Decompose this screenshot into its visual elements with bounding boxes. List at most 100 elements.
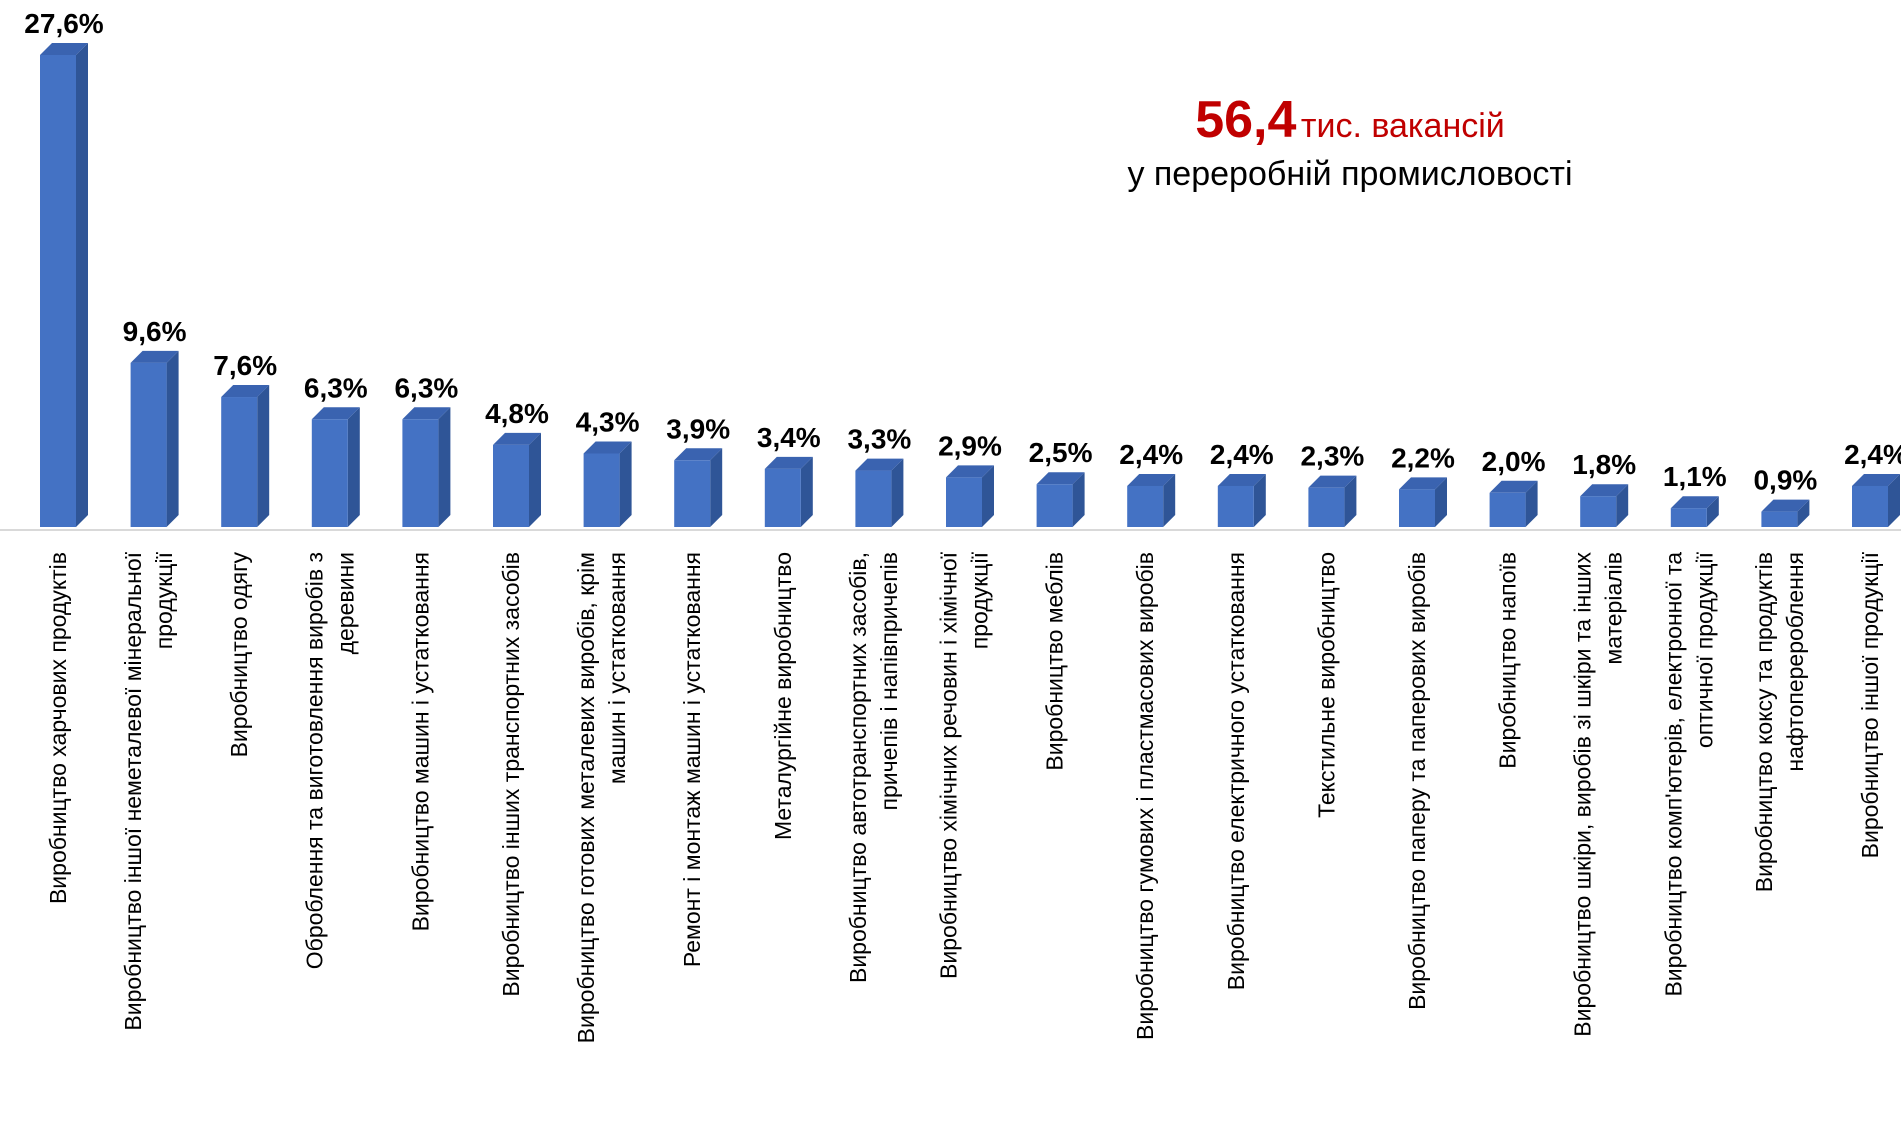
category-label-line: Виробництво іншої неметалевої мінерально…	[120, 551, 146, 1030]
bar-side	[166, 350, 179, 527]
bar-side	[1435, 477, 1447, 527]
category-label-line: нафтоперероблення	[1782, 552, 1808, 772]
category-label-line: машин і устатковання	[604, 552, 630, 784]
bar-top	[493, 432, 541, 445]
bar-front	[1399, 489, 1435, 527]
bar-front	[1217, 485, 1254, 527]
bar	[1670, 496, 1719, 527]
bar-side	[982, 465, 994, 527]
category-label-line: Виробництво одягу	[226, 552, 252, 758]
category-label-line: Виробництво готових металевих виробів, к…	[573, 552, 599, 1043]
category-label-line: матеріалів	[1601, 552, 1627, 665]
bar-side	[1706, 496, 1719, 527]
bar-front	[1036, 484, 1073, 527]
category-label-line: Виробництво комп'ютерів, електронної та	[1660, 552, 1686, 997]
category-label: Оброблення та виготовлення виробів з дере…	[301, 552, 358, 969]
bar	[583, 441, 632, 527]
vacancies-annotation: 56,4 тис. вакансій у переробній промисло…	[1040, 88, 1660, 196]
bar-front	[1308, 487, 1345, 527]
value-label: 9,6%	[123, 316, 187, 347]
category-label: Виробництво паперу та паперових виробів	[1404, 552, 1430, 1010]
bar-side	[257, 385, 270, 527]
bar-side	[891, 458, 904, 527]
bar-side	[1344, 475, 1357, 527]
vacancies-number: 56,4	[1195, 91, 1297, 149]
bar	[1217, 473, 1266, 527]
bar-front	[311, 419, 348, 527]
bar	[130, 350, 179, 527]
category-label: Виробництво електричного устатковання	[1223, 552, 1249, 990]
value-label: 3,3%	[847, 424, 911, 455]
category-label-line: Виробництво автотранспортних засобів,	[845, 552, 871, 983]
category-label: Виробництво комп'ютерів, електронної та о…	[1660, 551, 1717, 996]
category-label: Ремонт і монтаж машин і устатковання	[679, 552, 705, 967]
bar	[1308, 475, 1357, 527]
bar-side	[1253, 473, 1266, 527]
bar-side	[347, 407, 360, 527]
bar-side	[1888, 473, 1900, 527]
value-label: 3,4%	[757, 422, 821, 453]
category-label-line: Виробництво іншої продукції	[1857, 551, 1883, 858]
bar	[946, 465, 994, 527]
bar-top	[1399, 477, 1447, 490]
bar-side	[1525, 480, 1538, 527]
category-label-line: Виробництво електричного устатковання	[1223, 552, 1249, 990]
category-label: Виробництво готових металевих виробів, к…	[573, 552, 630, 1043]
bar	[1036, 472, 1085, 527]
bar-top	[946, 465, 994, 478]
category-label: Виробництво меблів	[1042, 552, 1068, 771]
category-label: Виробництво коксу та продуктів нафтоперер…	[1751, 552, 1808, 892]
value-label: 4,8%	[485, 398, 549, 429]
value-label: 7,6%	[213, 350, 277, 381]
value-label: 27,6%	[24, 8, 103, 39]
bar-side	[800, 456, 813, 527]
bar	[311, 407, 360, 527]
bar	[493, 432, 541, 527]
bar-top	[1761, 499, 1810, 512]
bar-side	[438, 407, 451, 527]
category-label: Виробництво інших транспортних засобів	[498, 552, 524, 997]
bar-side	[76, 43, 88, 527]
category-label-line: Виробництво паперу та паперових виробів	[1404, 552, 1430, 1010]
bar-top	[674, 448, 723, 461]
bar-top	[583, 441, 632, 454]
bar-top	[1852, 473, 1900, 486]
category-label-line: Виробництво харчових продуктів	[45, 552, 71, 904]
bar-top	[1036, 472, 1085, 485]
bars-group	[40, 43, 1900, 527]
value-label: 2,4%	[1844, 439, 1901, 470]
value-label: 6,3%	[394, 372, 458, 403]
category-label: Виробництво одягу	[226, 552, 252, 758]
category-labels-group: Виробництво харчових продуктів Виробництв…	[45, 551, 1883, 1043]
bar-front	[1761, 511, 1798, 527]
category-label: Виробництво харчових продуктів	[45, 552, 71, 904]
category-label-line: Текстильне виробництво	[1313, 552, 1339, 818]
value-label: 2,5%	[1029, 437, 1093, 468]
category-label-line: Виробництво шкіри, виробів зі шкіри та і…	[1570, 552, 1596, 1037]
category-label-line: продукції	[967, 551, 993, 649]
category-label: Виробництво автотранспортних засобів, при…	[845, 552, 902, 983]
bar	[40, 43, 88, 527]
bar-top	[130, 350, 179, 363]
bar-front	[674, 460, 711, 527]
bar-front	[946, 477, 982, 527]
bar	[855, 458, 904, 527]
vacancies-unit: тис. вакансій	[1300, 107, 1505, 145]
bar-front	[855, 470, 892, 527]
category-label: Виробництво напоїв	[1495, 552, 1521, 769]
bar	[674, 448, 723, 527]
annotation-headline: 56,4 тис. вакансій	[1040, 88, 1660, 153]
bar-side	[710, 448, 723, 527]
value-label: 2,9%	[938, 430, 1002, 461]
category-label-line: Виробництво машин і устатковання	[407, 552, 433, 931]
category-label: Виробництво машин і устатковання	[407, 552, 433, 931]
bar-side	[1072, 472, 1085, 527]
bar-front	[493, 444, 529, 527]
bar-side	[1616, 484, 1629, 527]
category-label-line: Металургійне виробництво	[770, 552, 796, 840]
value-label: 1,8%	[1572, 449, 1636, 480]
bar	[221, 385, 270, 527]
bar-top	[1217, 473, 1266, 486]
category-label-line: оптичної продукції	[1691, 551, 1717, 748]
